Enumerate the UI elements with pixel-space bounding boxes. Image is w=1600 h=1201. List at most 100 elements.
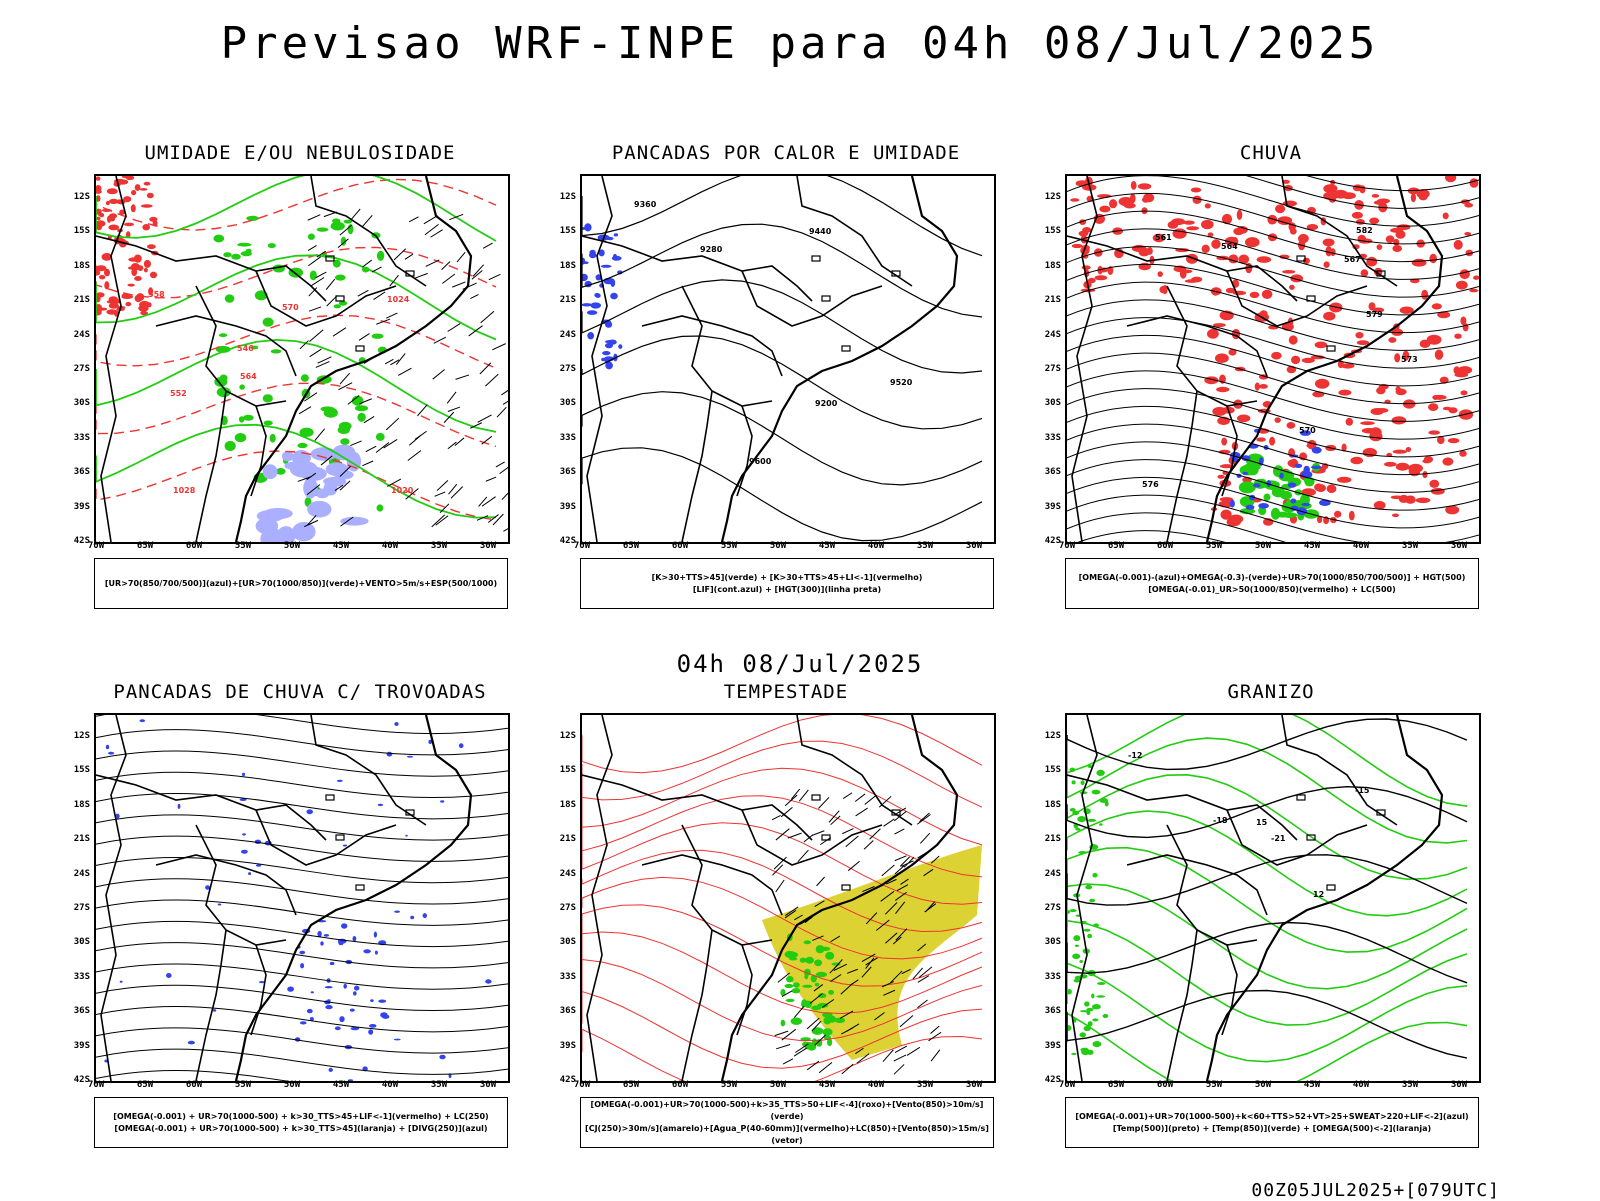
longitude-label: 55W	[234, 1080, 252, 1090]
field-patch	[370, 999, 374, 1002]
contour-line	[96, 338, 497, 433]
legend-line: [OMEGA(-0.01)_UR>50(1000/850)(vermelho) …	[1148, 584, 1396, 594]
wind-vector	[900, 878, 909, 885]
lake-outline	[1306, 295, 1316, 302]
field-patch	[105, 200, 110, 206]
field-patch	[96, 176, 101, 181]
contour-line	[1067, 737, 1468, 844]
latitude-label: 39S	[73, 501, 90, 512]
wind-vector	[308, 306, 322, 312]
field-patch	[239, 384, 245, 390]
lake-outline	[821, 295, 831, 302]
field-patch	[386, 751, 393, 757]
state-border	[1166, 929, 1198, 1081]
wind-vector	[861, 966, 872, 978]
field-patch	[1453, 239, 1463, 250]
streamline	[96, 771, 508, 799]
field-patch	[329, 961, 335, 966]
field-patch	[115, 813, 120, 819]
legend-line: [K>30+TTS>45](verde) + [K>30+TTS>45+LI<-…	[651, 572, 923, 582]
field-patch	[1087, 1021, 1093, 1027]
contour-label: -18	[1213, 816, 1228, 825]
field-patch	[303, 477, 318, 499]
field-patch	[1348, 510, 1355, 521]
latitude-label: 21S	[1044, 834, 1061, 845]
field-patch	[334, 470, 354, 480]
state-border	[681, 390, 713, 542]
wind-vector	[917, 975, 930, 983]
field-patch	[1350, 456, 1363, 465]
wind-vector	[407, 450, 422, 461]
field-patch	[1171, 218, 1186, 226]
wind-vector	[383, 439, 398, 449]
wind-vector	[425, 259, 440, 267]
state-border	[741, 809, 883, 866]
longitude-label: 35W	[1401, 1080, 1419, 1090]
wind-vector	[893, 1054, 907, 1062]
field-patch	[1242, 471, 1248, 476]
field-patch	[394, 722, 399, 726]
field-patch	[1266, 480, 1271, 487]
field-patch	[1258, 503, 1269, 509]
state-border	[1166, 285, 1258, 407]
state-border	[1226, 270, 1368, 327]
contour-label: 9200	[815, 399, 838, 408]
field-patch	[1390, 227, 1404, 233]
wind-vector	[454, 437, 465, 446]
field-patch	[1254, 382, 1260, 391]
wind-vector	[924, 903, 937, 913]
latitude-label: 12S	[73, 192, 90, 202]
wind-vector	[895, 928, 908, 941]
field-patch	[1092, 1018, 1099, 1022]
field-patch	[1410, 193, 1416, 203]
field-patch	[1277, 216, 1293, 225]
field-patch	[1340, 363, 1355, 369]
wind-vector	[371, 266, 382, 273]
field-patch	[368, 1029, 374, 1035]
field-patch	[1286, 422, 1296, 429]
longitude-label: 65W	[622, 541, 640, 551]
wind-vector	[434, 491, 446, 497]
contour-line	[582, 958, 983, 1042]
wind-vector	[482, 242, 493, 249]
field-patch	[589, 249, 596, 256]
wind-vector	[874, 1012, 885, 1021]
wind-vector	[869, 828, 881, 840]
state-border	[155, 854, 297, 916]
wind-vector	[875, 919, 890, 931]
field-patch	[1269, 436, 1276, 446]
contour-line	[582, 1028, 983, 1081]
streamline	[96, 1027, 508, 1054]
field-patch	[1070, 198, 1080, 202]
field-patch	[275, 468, 286, 475]
field-patch	[1087, 818, 1097, 822]
streamline	[96, 1048, 508, 1075]
longitude-label: 70W	[87, 541, 105, 551]
field-patch	[1096, 995, 1106, 998]
wind-vector	[299, 340, 309, 350]
state-border	[1221, 944, 1238, 1036]
panel-legend: [OMEGA(-0.001)-(azul)+OMEGA(-0.3)-(verde…	[1065, 558, 1479, 609]
wind-vector	[414, 430, 427, 440]
field-patch	[827, 1038, 833, 1047]
field-patch	[1152, 233, 1166, 243]
contour-label: 546	[237, 344, 254, 353]
wind-vector	[830, 935, 841, 943]
wind-vector	[447, 441, 457, 450]
field-patch	[123, 222, 135, 227]
field-patch	[1429, 479, 1440, 488]
wind-vector	[487, 514, 499, 523]
wind-vector	[793, 1047, 808, 1057]
state-border	[155, 315, 297, 377]
longitude-label: 65W	[1107, 541, 1125, 551]
field-patch	[1392, 449, 1407, 454]
wind-vector	[846, 968, 859, 974]
wind-vector	[883, 818, 895, 827]
field-patch	[422, 913, 427, 919]
latitude-label: 42S	[1044, 1075, 1061, 1085]
wind-vector	[317, 356, 332, 364]
wind-vector	[806, 1060, 820, 1071]
lake-outline	[355, 884, 365, 891]
field-patch	[334, 1026, 341, 1031]
wind-vector	[320, 455, 333, 466]
